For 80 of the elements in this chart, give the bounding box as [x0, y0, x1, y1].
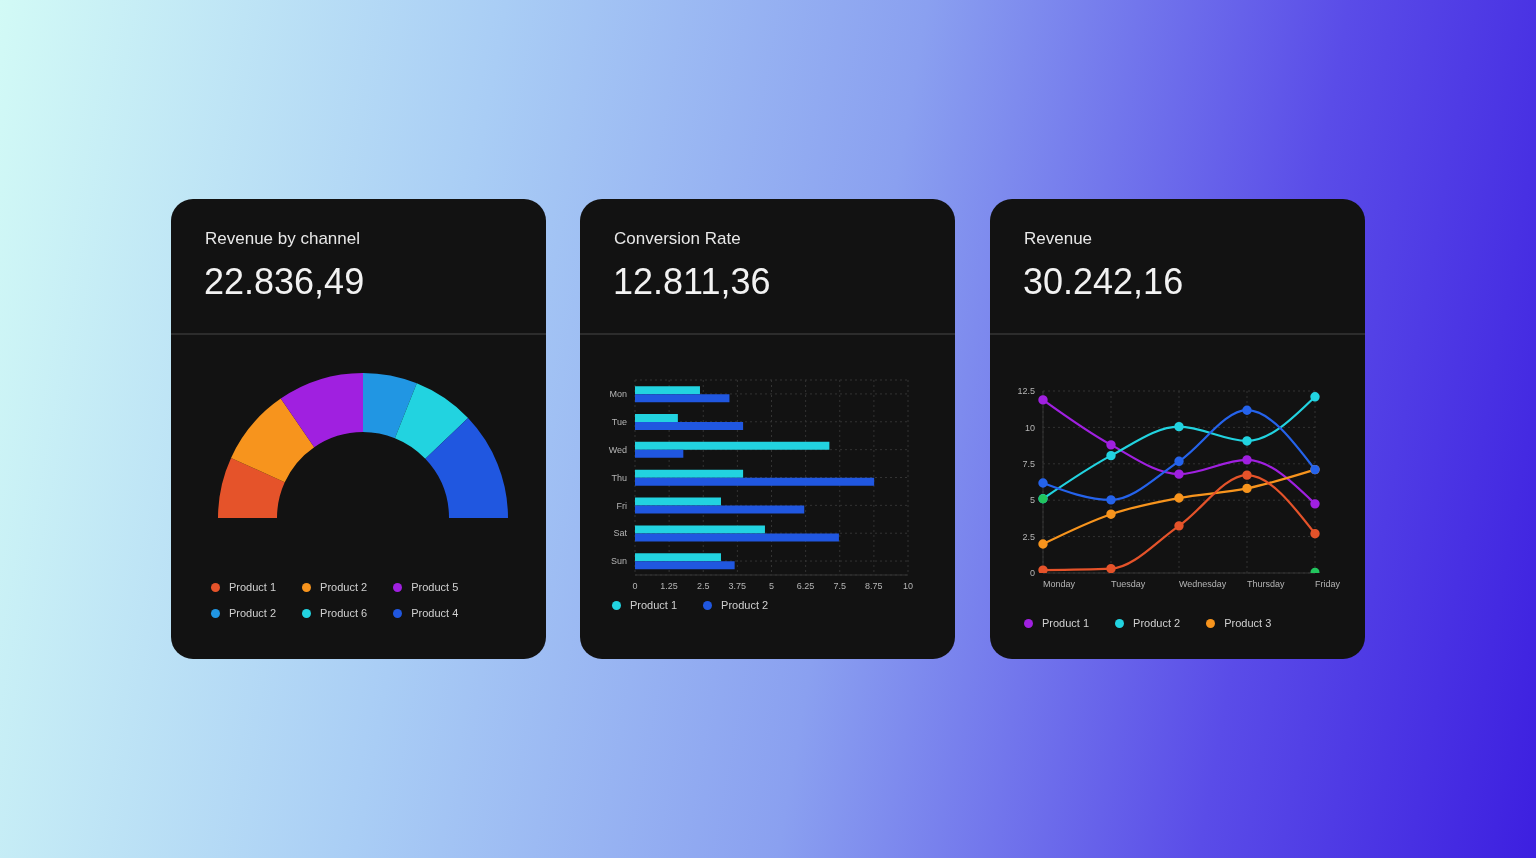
point	[1038, 539, 1048, 549]
x-tick-label: Friday	[1315, 579, 1341, 590]
point	[1106, 509, 1116, 519]
x-tick-label: 1.25	[660, 581, 678, 592]
y-tick-label: 0	[1029, 568, 1035, 579]
x-tick-label: Monday	[1043, 579, 1076, 590]
x-tick-label: 3.75	[728, 581, 747, 592]
legend-label: Product 6	[320, 607, 368, 619]
y-tick-label: Wed	[608, 444, 627, 455]
point	[1242, 470, 1252, 480]
bar	[635, 525, 765, 534]
bar	[635, 413, 678, 422]
y-tick-label: 7.5	[1022, 458, 1035, 469]
bar	[635, 497, 721, 506]
point	[1310, 528, 1320, 539]
point	[1242, 455, 1252, 465]
legend-label: Product 3	[1224, 617, 1272, 629]
point	[1106, 450, 1116, 461]
legend-label: Product 1	[229, 581, 277, 593]
chart-subtitle: 22.836,49	[204, 261, 365, 303]
x-tick-label: 0	[632, 581, 638, 592]
chart-title: Revenue by channel	[205, 229, 361, 249]
legend-label: Product 4	[411, 607, 459, 619]
bar	[635, 449, 684, 458]
point	[1106, 563, 1116, 573]
x-tick-label: Thursday	[1247, 579, 1286, 590]
legend-label: Product 2	[229, 607, 277, 619]
x-tick-label: Wednesday	[1179, 579, 1227, 590]
x-tick-label: 8.75	[865, 581, 883, 592]
legend-label: Product 1	[1042, 617, 1090, 629]
point	[1310, 499, 1320, 509]
bar	[635, 477, 875, 486]
point	[1106, 440, 1116, 450]
bar	[635, 469, 744, 478]
bar	[635, 561, 735, 570]
y-tick-label: Sat	[613, 528, 628, 539]
x-tick-label: 7.5	[833, 581, 847, 592]
x-tick-label: 10	[902, 581, 914, 592]
bar	[635, 553, 721, 562]
bar	[635, 505, 805, 514]
point	[1242, 483, 1252, 494]
x-tick-label: 5	[768, 581, 775, 592]
y-tick-label: 12.5	[1017, 386, 1035, 397]
y-tick-label: 2.5	[1022, 531, 1035, 542]
bar	[635, 421, 744, 430]
point	[1174, 469, 1184, 479]
bar	[635, 441, 830, 450]
chart-subtitle: 30.242,16	[1023, 261, 1184, 303]
point	[1174, 456, 1184, 467]
bar	[635, 533, 839, 542]
point	[1174, 493, 1184, 503]
legend-label: Product 5	[411, 581, 459, 593]
chart-subtitle: 12.811,36	[613, 261, 771, 303]
point	[1242, 436, 1252, 446]
legend-label: Product 2	[721, 599, 769, 611]
bar	[635, 386, 700, 395]
point	[1038, 395, 1048, 405]
y-tick-label: Fri	[616, 500, 627, 511]
point	[1174, 421, 1184, 432]
legend-label: Product 2	[1133, 617, 1181, 629]
point	[1242, 405, 1252, 415]
legend-label: Product 2	[320, 581, 368, 593]
legend-label: Product 1	[630, 599, 678, 611]
y-tick-label: Tue	[611, 416, 627, 427]
y-tick-label: Thu	[611, 472, 627, 483]
bar	[635, 394, 730, 403]
x-tick-label: 6.25	[796, 581, 815, 592]
point	[1174, 521, 1184, 531]
x-tick-label: 2.5	[696, 581, 710, 592]
y-tick-label: Sun	[610, 556, 627, 567]
point	[1038, 478, 1048, 488]
point	[1310, 392, 1320, 402]
chart-title: Conversion Rate	[614, 229, 741, 249]
y-tick-label: 5	[1029, 495, 1035, 506]
point	[1038, 565, 1048, 573]
point	[1106, 495, 1116, 505]
y-tick-label: 10	[1024, 422, 1035, 433]
chart-title: Revenue	[1024, 229, 1093, 249]
y-tick-label: Mon	[609, 389, 627, 400]
x-tick-label: Tuesday	[1111, 579, 1146, 590]
